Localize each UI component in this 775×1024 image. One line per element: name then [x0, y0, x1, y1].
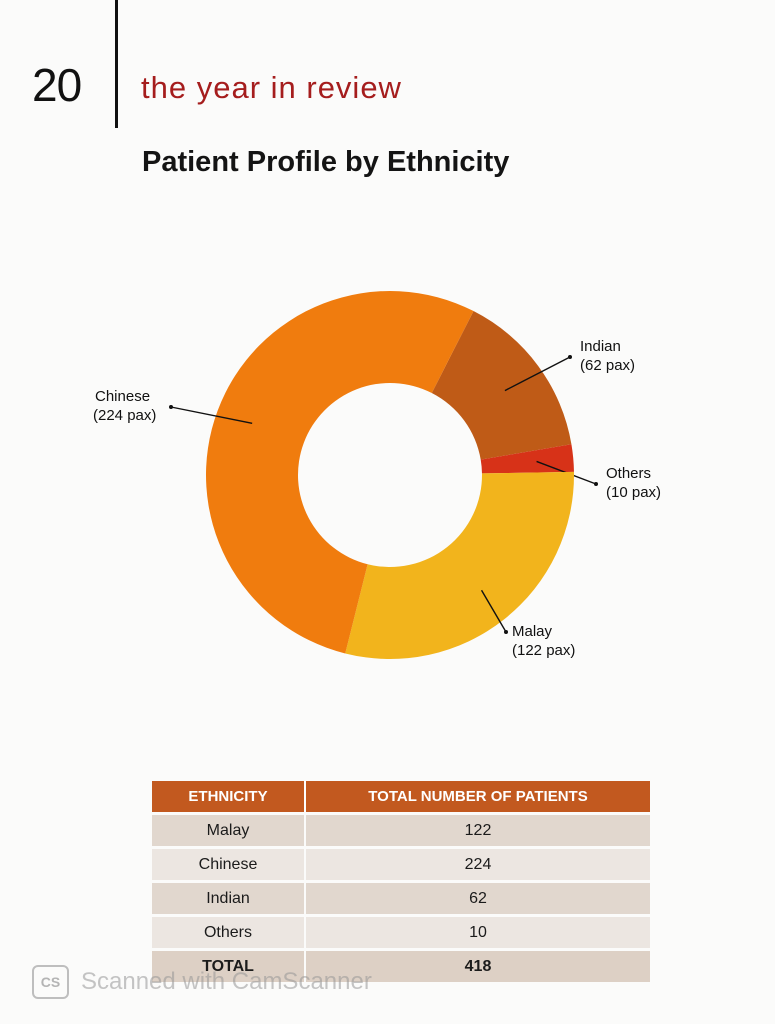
donut-slice-indian: [431, 311, 572, 460]
table-cell-ethnicity: Malay: [152, 812, 305, 848]
slice-value-indian: (62 pax): [580, 357, 635, 374]
ethnicity-table: ETHNICITY TOTAL NUMBER OF PATIENTS Malay…: [152, 781, 650, 982]
leader-line-chinese: [170, 406, 253, 425]
leader-dot-indian: [568, 355, 572, 359]
table-cell-count: 10: [304, 914, 650, 950]
table-row: Malay 122: [152, 812, 650, 848]
table-cell-ethnicity: Chinese: [152, 846, 305, 882]
leader-dot-chinese: [169, 405, 173, 409]
leader-dot-malay: [504, 630, 508, 634]
table-header-ethnicity: ETHNICITY: [152, 781, 305, 814]
leader-line-malay: [480, 589, 507, 633]
table-cell-count: 62: [304, 880, 650, 916]
donut-slice-chinese: [205, 290, 474, 654]
table-header-total: TOTAL NUMBER OF PATIENTS: [304, 781, 650, 814]
table-total-value: 418: [304, 948, 650, 982]
table-row: Chinese 224: [152, 846, 650, 882]
leader-line-indian: [504, 356, 571, 392]
table-cell-count: 122: [304, 812, 650, 848]
camscanner-watermark: CS Scanned with CamScanner: [32, 965, 372, 999]
table-row: Indian 62: [152, 880, 650, 916]
slice-value-others: (10 pax): [606, 484, 661, 501]
donut-chart: Indian (62 pax) Others (10 pax) Malay (122 pa…: [93, 290, 661, 659]
table-cell-count: 224: [304, 846, 650, 882]
donut-slice-malay: [345, 471, 575, 659]
watermark-text: Scanned with CamScanner: [81, 968, 372, 995]
header-divider: [115, 0, 118, 128]
camscanner-logo-icon: CS: [32, 965, 69, 999]
leader-dot-others: [594, 482, 598, 486]
table-row: Others 10: [152, 914, 650, 950]
table-total-label: TOTAL: [152, 948, 305, 982]
chart-title: Patient Profile by Ethnicity: [142, 146, 510, 178]
table-total-row: TOTAL 418: [152, 948, 650, 982]
section-title: the year in review: [141, 70, 402, 105]
page-number: 20: [32, 59, 82, 111]
slice-label-others: Others: [606, 465, 651, 482]
slice-label-malay: Malay: [512, 623, 553, 640]
slice-label-chinese: Chinese: [95, 388, 150, 405]
slice-label-indian: Indian: [580, 338, 621, 355]
table-cell-ethnicity: Indian: [152, 880, 305, 916]
slice-value-chinese: (224 pax): [93, 407, 156, 424]
slice-value-malay: (122 pax): [512, 642, 575, 659]
table-header-row: ETHNICITY TOTAL NUMBER OF PATIENTS: [152, 781, 650, 814]
table-cell-ethnicity: Others: [152, 914, 305, 950]
